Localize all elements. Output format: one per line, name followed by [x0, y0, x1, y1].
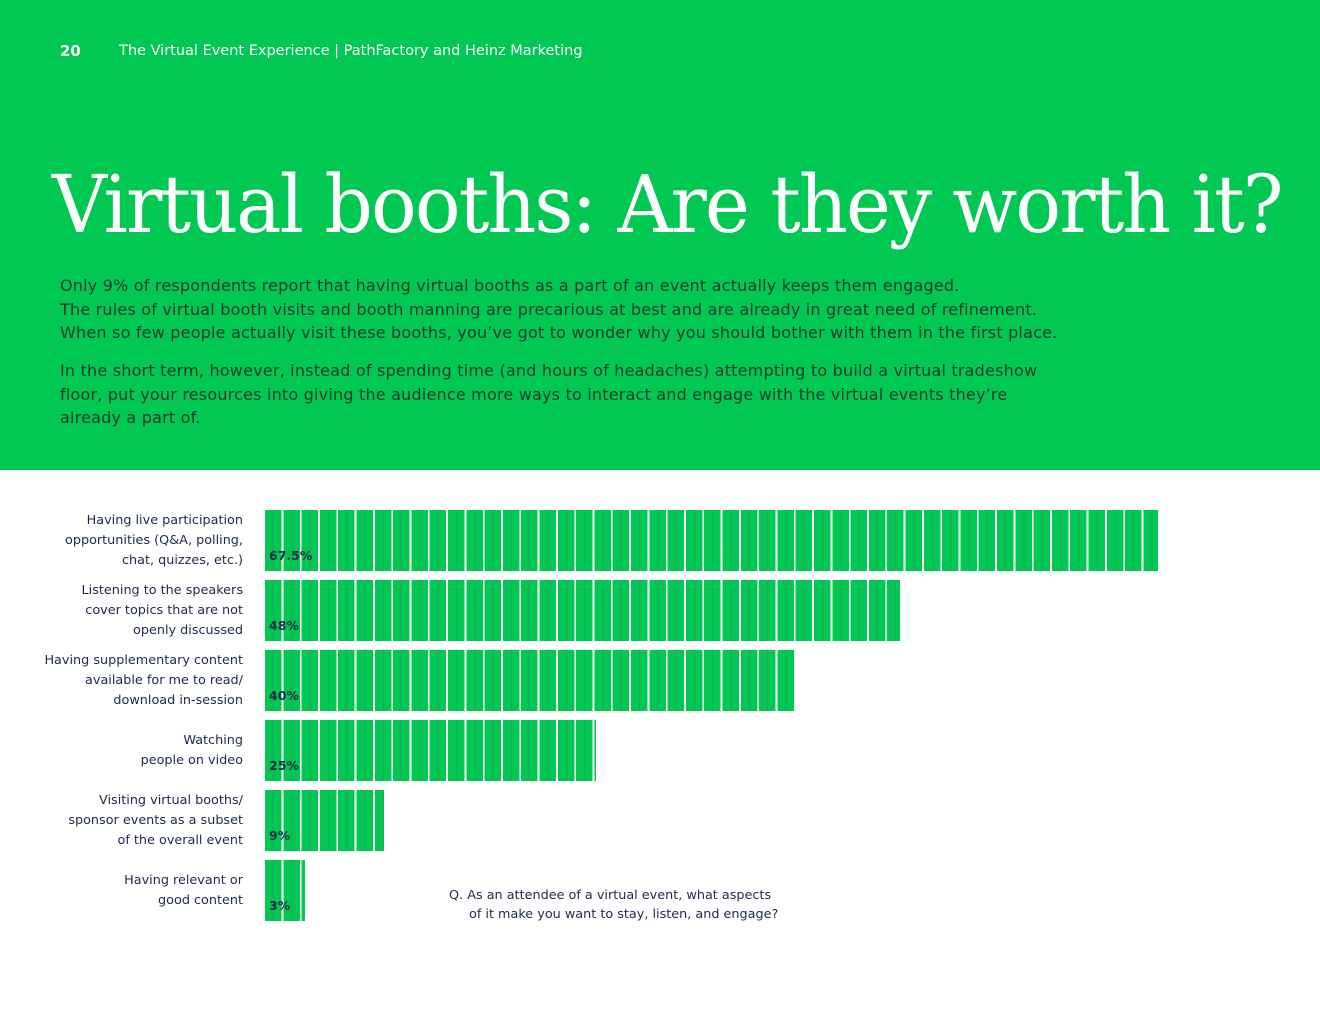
bar	[265, 510, 1159, 571]
value-label: 3%	[269, 898, 291, 913]
category-label: Having live participation opportunities …	[65, 512, 243, 568]
category-label: Having relevant or good content	[124, 872, 243, 908]
bar	[265, 650, 795, 711]
chart-note: Q. As an attendee of a virtual event, wh…	[449, 888, 779, 922]
value-label: 48%	[269, 618, 299, 633]
category-label: Listening to the speakers cover topics t…	[81, 582, 243, 638]
bar	[265, 580, 901, 641]
bar	[265, 720, 596, 781]
title: Virtual booths: Are they worth it?	[52, 158, 1283, 251]
category-label: Watching people on video	[140, 732, 243, 768]
value-label: 25%	[269, 758, 299, 773]
header-band: 20 The Virtual Event Experience | PathFa…	[0, 0, 1320, 470]
bar	[265, 860, 305, 921]
category-label: Having supplementary content available f…	[44, 652, 243, 708]
page-number: 20	[60, 42, 81, 60]
value-label: 40%	[269, 688, 299, 703]
value-label: 67.5%	[269, 548, 313, 563]
running-title: The Virtual Event Experience | PathFacto…	[119, 43, 583, 59]
category-label: Visiting virtual booths/ sponsor events …	[68, 792, 243, 848]
paragraph: Only 9% of respondents report that havin…	[60, 276, 1058, 342]
paragraph: In the short term, however, instead of s…	[60, 361, 1038, 427]
value-label: 9%	[269, 828, 291, 843]
bar	[265, 790, 385, 851]
